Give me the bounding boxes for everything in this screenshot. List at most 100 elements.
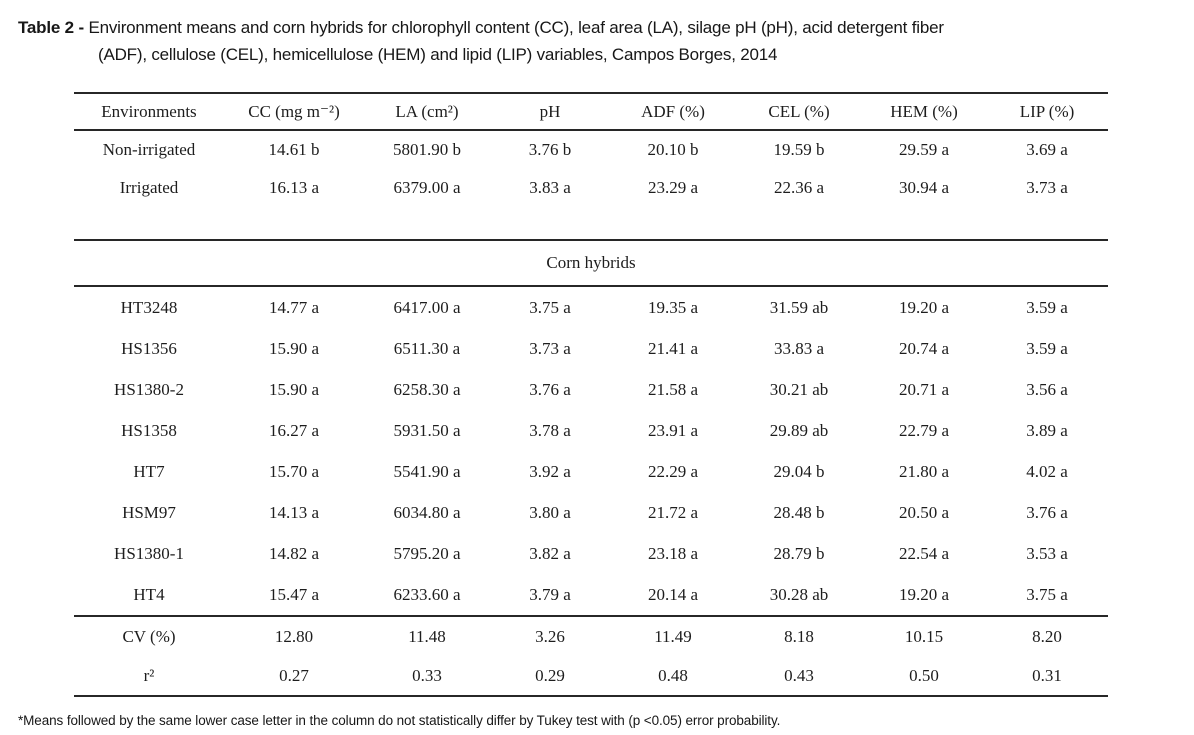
row-header: HS1358 xyxy=(121,420,177,440)
cell: 3.75 a xyxy=(1026,584,1068,604)
table-head: Environments CC (mg m⁻²) LA (cm²) pH ADF (%)… xyxy=(74,92,1108,131)
cell: 5541.90 a xyxy=(393,461,461,481)
cell: 29.04 b xyxy=(773,461,825,481)
cell: 3.75 a xyxy=(529,297,571,317)
row-header: r² xyxy=(143,665,155,685)
section-header-row: Corn hybrids xyxy=(74,239,1108,287)
cell: 8.20 xyxy=(986,615,1108,656)
row-header: HSM97 xyxy=(122,502,176,522)
stats-row: r² 0.27 0.33 0.29 0.48 0.43 0.50 0.31 xyxy=(74,656,1108,696)
cell: 28.48 b xyxy=(773,502,825,522)
hybrid-row: HS1380-1 14.82 a 5795.20 a 3.82 a 23.18 a 28.… xyxy=(74,533,1108,574)
cell: 6379.00 a xyxy=(393,178,461,197)
row-header: HT3248 xyxy=(120,297,178,317)
cell: 3.59 a xyxy=(1026,338,1068,358)
stats-row: CV (%) 12.80 11.48 3.26 11.49 8.18 10.15 8.20 xyxy=(74,615,1108,656)
cell: 3.73 a xyxy=(529,338,571,358)
spacer-row xyxy=(74,207,1108,240)
spacer-cell xyxy=(74,207,1108,240)
cell: 6233.60 a xyxy=(393,584,461,604)
cell: 14.61 b xyxy=(268,140,320,159)
cell: 3.92 a xyxy=(529,461,571,481)
cell: 0.43 xyxy=(784,665,814,685)
cell: 14.77 a xyxy=(268,297,320,317)
cell: 3.83 a xyxy=(529,178,571,197)
cell: 16.13 a xyxy=(268,178,320,197)
cell: 19.59 b xyxy=(773,140,825,159)
column-header: ADF (%) xyxy=(610,92,736,131)
cell: 3.80 a xyxy=(529,502,571,522)
cell: 15.90 a xyxy=(268,379,320,399)
hybrid-row: HT7 15.70 a 5541.90 a 3.92 a 22.29 a 29.04 b 2… xyxy=(74,451,1108,492)
cell: 8.18 xyxy=(736,615,862,656)
section-title: Corn hybrids xyxy=(74,239,1108,287)
row-header: Irrigated xyxy=(119,178,179,197)
cell: 19.20 a xyxy=(898,584,950,604)
cell: 23.18 a xyxy=(647,543,699,563)
cell: 3.56 a xyxy=(1026,379,1068,399)
cell: 20.50 a xyxy=(898,502,950,522)
column-header: CEL (%) xyxy=(736,92,862,131)
cell: 3.26 xyxy=(490,615,610,656)
column-header: Environments xyxy=(74,92,224,131)
cell: 15.90 a xyxy=(268,338,320,358)
cell: 20.10 b xyxy=(647,140,699,159)
environment-row: Non-irrigated 14.61 b 5801.90 b 3.76 b 20.10… xyxy=(74,130,1108,169)
column-header: HEM (%) xyxy=(862,92,986,131)
cell: 15.47 a xyxy=(268,584,320,604)
footnote: *Means followed by the same lower case l… xyxy=(18,713,781,728)
cell: 15.70 a xyxy=(268,461,320,481)
cell: 0.33 xyxy=(412,665,442,685)
column-header: LA (cm²) xyxy=(364,92,490,131)
cell: 22.29 a xyxy=(647,461,699,481)
cell: 3.76 b xyxy=(528,140,572,159)
cell: 11.48 xyxy=(364,615,490,656)
cell: 3.89 a xyxy=(1026,420,1068,440)
data-table: Environments CC (mg m⁻²) LA (cm²) pH ADF (%)… xyxy=(74,92,1108,697)
cell: 30.94 a xyxy=(898,178,950,197)
cell: 4.02 a xyxy=(1026,461,1068,481)
hybrid-row: HT3248 14.77 a 6417.00 a 3.75 a 19.35 a 31.59… xyxy=(74,286,1108,328)
cell: 0.50 xyxy=(909,665,939,685)
row-header: Non-irrigated xyxy=(102,140,196,159)
cell: 20.74 a xyxy=(898,338,950,358)
cell: 5801.90 b xyxy=(393,140,461,159)
cell: 3.79 a xyxy=(529,584,571,604)
cell: 0.27 xyxy=(279,665,309,685)
cell: 21.80 a xyxy=(898,461,950,481)
cell: 28.79 b xyxy=(773,543,825,563)
cell: 3.76 a xyxy=(1026,502,1068,522)
header-row: Environments CC (mg m⁻²) LA (cm²) pH ADF (%)… xyxy=(74,92,1108,131)
cell: 6034.80 a xyxy=(393,502,461,522)
cell: 19.35 a xyxy=(647,297,699,317)
cell: 21.41 a xyxy=(647,338,699,358)
table-caption: Table 2 - Environment means and corn hyb… xyxy=(18,14,1182,68)
cell: 6417.00 a xyxy=(393,297,461,317)
cell: 20.14 a xyxy=(647,584,699,604)
environment-row: Irrigated 16.13 a 6379.00 a 3.83 a 23.29 a 22… xyxy=(74,169,1108,207)
cell: 3.82 a xyxy=(529,543,571,563)
cell: 6511.30 a xyxy=(393,338,461,358)
hybrid-row: HSM97 14.13 a 6034.80 a 3.80 a 21.72 a 28.48 … xyxy=(74,492,1108,533)
cell: 6258.30 a xyxy=(393,379,461,399)
cell: 22.79 a xyxy=(898,420,950,440)
cell: 23.29 a xyxy=(647,178,699,197)
row-header: HT4 xyxy=(133,584,165,604)
hybrid-row: HT4 15.47 a 6233.60 a 3.79 a 20.14 a 30.28 ab… xyxy=(74,574,1108,616)
cell: 3.69 a xyxy=(1026,140,1068,159)
cell: 0.48 xyxy=(658,665,688,685)
row-header: HT7 xyxy=(133,461,165,481)
table-caption-line1: Environment means and corn hybrids for c… xyxy=(88,18,944,37)
cell: 0.31 xyxy=(1032,665,1062,685)
cell: 14.82 a xyxy=(268,543,320,563)
table-caption-line2: (ADF), cellulose (CEL), hemicellulose (H… xyxy=(98,45,778,64)
cell: 0.29 xyxy=(535,665,565,685)
cell: 19.20 a xyxy=(898,297,950,317)
cell: 29.59 a xyxy=(898,140,950,159)
cell: 30.28 ab xyxy=(769,584,829,604)
column-header: CC (mg m⁻²) xyxy=(224,92,364,131)
cell: 11.49 xyxy=(610,615,736,656)
cell: 3.76 a xyxy=(529,379,571,399)
cell: 31.59 ab xyxy=(769,297,829,317)
